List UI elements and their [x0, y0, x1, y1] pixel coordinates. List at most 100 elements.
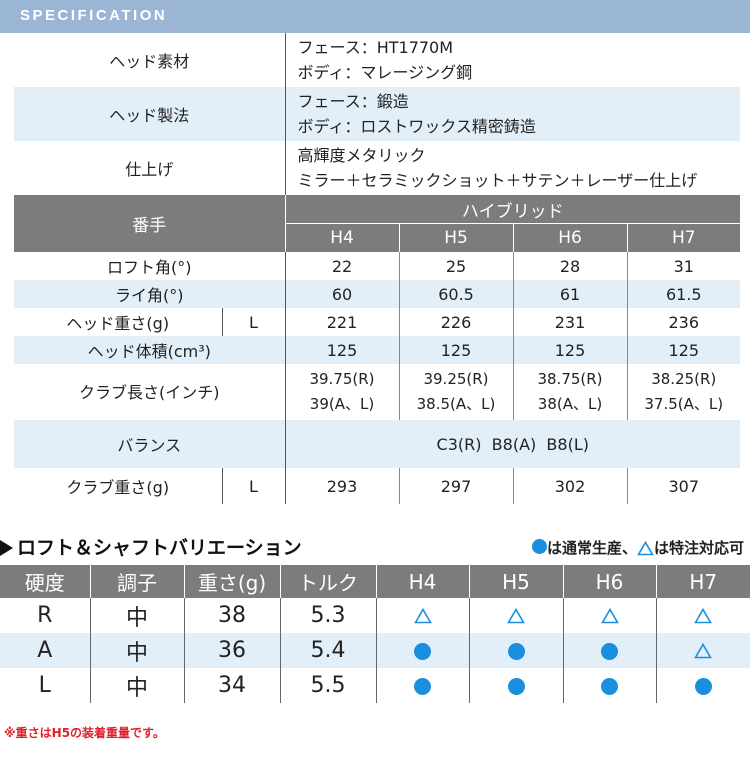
material-value: フェース：HT1770M ボディ：マレージング鋼 [297, 38, 473, 82]
variation-legend: は通常生産、 は特注対応可 [531, 537, 744, 558]
balance-value: C3(R) B8(A) B8(L) [285, 420, 741, 468]
volume-h5: 125 [398, 336, 514, 364]
volume-h4: 125 [285, 336, 400, 364]
loft-h6: 28 [512, 252, 628, 280]
circle-standard-icon [531, 539, 547, 554]
col-weight: 重さ(g) [184, 565, 281, 598]
method-label: ヘッド製法 [14, 87, 286, 141]
avail-h6 [563, 668, 657, 703]
flex: R [0, 598, 91, 633]
head-h6: H6 [512, 223, 628, 252]
head-h4: H4 [284, 223, 400, 252]
club-weight-label: クラブ重さ(g) [14, 468, 223, 504]
finish-label: 仕上げ [14, 141, 286, 195]
avail-h4 [375, 598, 470, 633]
avail-h4 [375, 668, 470, 703]
length-h4: 39.75(R) 39(A、L) [309, 370, 375, 413]
volume-label: ヘッド体積(cm³) [14, 336, 286, 364]
club-weight-h5: 297 [398, 468, 514, 504]
avail-h7 [656, 633, 750, 668]
triangle-special-icon [694, 643, 713, 659]
triangle-special-icon [600, 608, 619, 624]
weight: 38 [184, 598, 281, 633]
torque: 5.4 [280, 633, 377, 668]
avail-h6 [563, 598, 657, 633]
circle-standard-icon [601, 677, 618, 695]
lie-label: ライ角(°) [14, 280, 286, 308]
lie-h4: 60 [285, 280, 400, 308]
avail-h5 [469, 633, 564, 668]
head-weight-label: ヘッド重さ(g) [14, 308, 223, 336]
torque: 5.3 [280, 598, 377, 633]
kick: 中 [90, 633, 185, 668]
flex: L [0, 668, 91, 703]
circle-standard-icon [414, 642, 431, 660]
club-weight-h4: 293 [326, 476, 358, 496]
club-weight-flex: L [222, 468, 286, 504]
loft-h7: 31 [626, 252, 741, 280]
lie-h6: 61 [512, 280, 628, 308]
shaft-table: 硬度 調子 重さ(g) トルク H4 H5 H6 H7 R 中 38 5.3 A… [0, 565, 750, 703]
col-torque: トルク [280, 565, 377, 598]
weight: 36 [184, 633, 281, 668]
finish-value: 高輝度メタリック ミラー＋セラミックショット＋サテン＋レーザー仕上げ [297, 146, 698, 190]
weight-note: ※重さはH5の装着重量です。 [4, 726, 165, 740]
material-label: ヘッド素材 [14, 33, 286, 87]
flex: A [0, 633, 91, 668]
spec-title: SPECIFICATION [20, 7, 168, 24]
head-weight-h4: 221 [326, 312, 358, 332]
head-h7: H7 [626, 223, 741, 252]
circle-standard-icon [507, 642, 525, 660]
circle-standard-icon [414, 677, 431, 695]
head-weight-flex: L [222, 308, 286, 336]
head-weight-h7: 236 [626, 308, 741, 336]
avail-h7 [656, 668, 750, 703]
circle-standard-icon [601, 642, 618, 660]
length-label: クラブ長さ(インチ) [14, 364, 286, 420]
avail-h5 [469, 668, 564, 703]
col-h5: H5 [469, 565, 564, 598]
number-label: 番手 [14, 195, 286, 252]
weight: 34 [184, 668, 281, 703]
col-h4: H4 [376, 565, 470, 598]
length-h6: 38.75(R) 38(A、L) [512, 364, 628, 420]
triangle-marker-icon [0, 540, 13, 556]
torque: 5.5 [280, 668, 377, 703]
circle-standard-icon [694, 677, 712, 695]
shaft-row-a: A 中 36 5.4 [0, 633, 750, 668]
triangle-special-icon [637, 541, 654, 556]
kick: 中 [90, 598, 185, 633]
volume-h6: 125 [512, 336, 628, 364]
triangle-special-icon [694, 608, 713, 624]
loft-h4: 22 [331, 256, 353, 276]
method-value: フェース：鍛造 ボディ：ロストワックス精密鋳造 [285, 87, 741, 141]
col-h6: H6 [563, 565, 657, 598]
type-label: ハイブリッド [284, 195, 741, 224]
triangle-special-icon [507, 608, 525, 624]
avail-h6 [563, 633, 657, 668]
loft-label: ロフト角(°) [14, 252, 286, 280]
lie-h7: 61.5 [626, 280, 741, 308]
club-weight-h6: 302 [512, 468, 628, 504]
length-h5: 39.25(R) 38.5(A、L) [398, 364, 514, 420]
avail-h4 [375, 633, 470, 668]
col-hardness: 硬度 [0, 565, 91, 598]
avail-h5 [469, 598, 564, 633]
col-h7: H7 [656, 565, 750, 598]
head-weight-h5: 226 [398, 308, 514, 336]
balance-label: バランス [14, 420, 286, 468]
spec-table: ヘッド素材 フェース：HT1770M ボディ：マレージング鋼 ヘッド製法 フェー… [14, 33, 741, 504]
spec-header-bar: SPECIFICATION [0, 0, 750, 33]
shaft-row-r: R 中 38 5.3 [0, 598, 750, 633]
circle-standard-icon [507, 677, 525, 695]
head-h5: H5 [398, 223, 514, 252]
variation-title: ロフト＆シャフトバリエーション [0, 533, 302, 560]
loft-h5: 25 [398, 252, 514, 280]
kick: 中 [90, 668, 185, 703]
avail-h7 [656, 598, 750, 633]
head-weight-h6: 231 [512, 308, 628, 336]
volume-h7: 125 [626, 336, 741, 364]
club-weight-h7: 307 [626, 468, 741, 504]
triangle-special-icon [413, 608, 432, 624]
length-h7: 38.25(R) 37.5(A、L) [626, 364, 741, 420]
